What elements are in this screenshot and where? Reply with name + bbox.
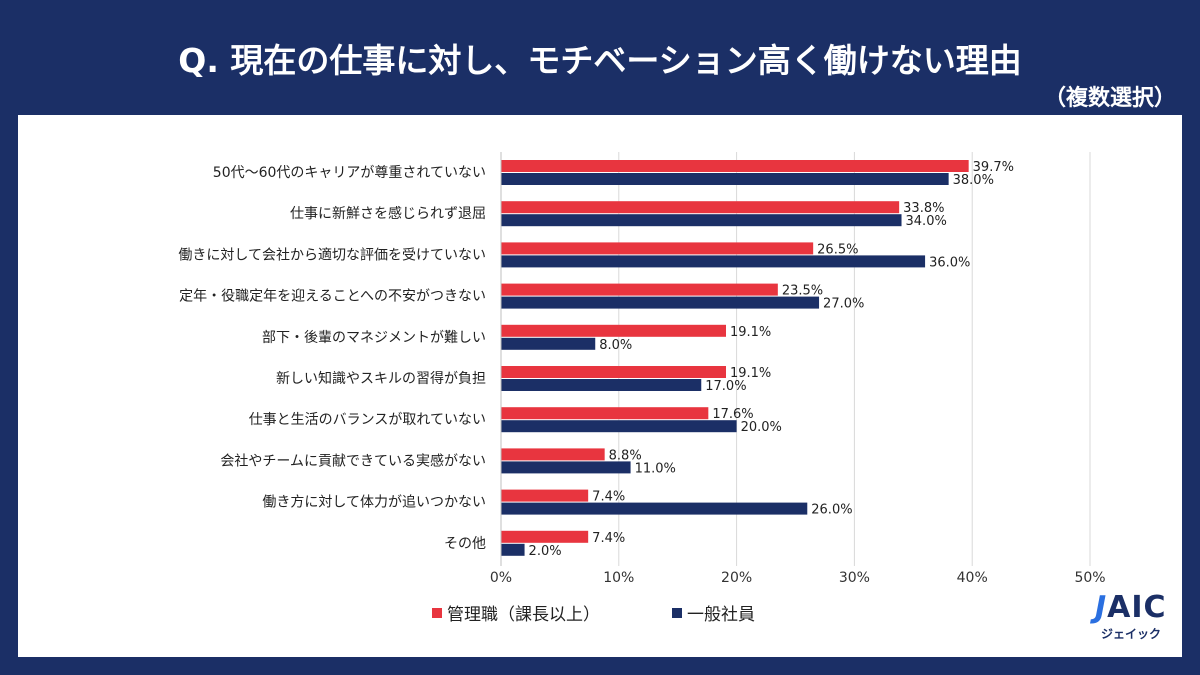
category-label: 仕事に新鮮さを感じられず退屈 <box>290 205 486 222</box>
x-tick-label: 10% <box>603 570 634 586</box>
bar <box>501 283 778 296</box>
bar <box>501 201 900 214</box>
bar <box>501 173 949 185</box>
bar <box>501 461 631 474</box>
category-label: その他 <box>444 536 486 552</box>
data-label: 26.0% <box>811 503 852 518</box>
data-label: 17.0% <box>705 379 746 394</box>
category-label: 新しい知識やスキルの習得が負担 <box>276 370 486 387</box>
bar <box>501 420 737 433</box>
data-label: 33.8% <box>903 201 944 216</box>
category-label: 定年・役職定年を迎えることへの不安がつきない <box>179 289 486 305</box>
chart-subtitle: （複数選択） <box>1043 86 1176 111</box>
data-label: 27.0% <box>823 297 864 312</box>
legend-label: 一般社員 <box>687 605 755 625</box>
data-label: 17.6% <box>712 407 753 422</box>
data-label: 2.0% <box>529 544 562 559</box>
data-label: 20.0% <box>741 420 782 435</box>
legend-label: 管理職（課長以上） <box>447 605 600 625</box>
legend-swatch <box>672 607 682 618</box>
category-label: 働き方に対して体力が追いつかない <box>262 495 486 511</box>
bar <box>501 379 702 391</box>
category-label: 仕事と生活のバランスが取れていない <box>249 412 486 428</box>
legend-item-manager: 管理職（課長以上） <box>432 600 600 625</box>
bar <box>501 160 969 172</box>
bar <box>501 530 589 543</box>
category-label: 働きに対して会社から適切な評価を受けていない <box>178 246 486 263</box>
bar <box>501 407 709 420</box>
data-label: 36.0% <box>929 255 970 270</box>
chart-title: Q. 現在の仕事に対し、モチベーション高く働けない理由 <box>178 41 1022 80</box>
data-label: 7.4% <box>592 531 625 546</box>
data-label: 23.5% <box>782 284 823 299</box>
data-label: 19.1% <box>730 325 771 340</box>
bar <box>501 489 589 502</box>
bar <box>501 502 808 515</box>
jaic-logo: JAIC ジェイック <box>1095 590 1167 641</box>
legend-swatch <box>432 607 442 618</box>
bar <box>501 366 726 378</box>
bar <box>501 543 525 556</box>
data-label: 34.0% <box>906 214 947 229</box>
category-label: 50代～60代のキャリアが尊重されていない <box>213 164 486 181</box>
data-label: 7.4% <box>592 490 625 505</box>
bar <box>501 255 926 268</box>
data-label: 38.0% <box>953 173 994 188</box>
data-label: 8.8% <box>609 448 642 463</box>
data-label: 11.0% <box>635 461 676 476</box>
category-label: 部下・後輩のマネジメントが難しい <box>262 330 486 346</box>
bar <box>501 296 820 309</box>
x-tick-label: 50% <box>1074 570 1105 586</box>
bar <box>501 337 596 350</box>
bar <box>501 448 605 461</box>
bar <box>501 242 814 255</box>
bar <box>501 214 902 227</box>
x-tick-label: 20% <box>721 570 752 586</box>
category-label: 会社やチームに貢献できている実感がない <box>220 452 486 469</box>
x-tick-label: 40% <box>957 570 988 586</box>
legend-item-employee: 一般社員 <box>672 600 755 625</box>
data-label: 8.0% <box>599 338 632 353</box>
x-tick-label: 0% <box>490 570 512 586</box>
data-label: 39.7% <box>973 160 1014 175</box>
data-label: 26.5% <box>817 242 858 257</box>
data-label: 19.1% <box>730 366 771 381</box>
bar <box>501 324 726 337</box>
x-tick-label: 30% <box>839 570 870 586</box>
